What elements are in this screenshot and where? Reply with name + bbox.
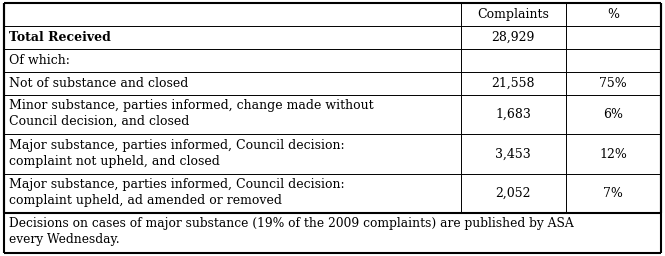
Text: Council decision, and closed: Council decision, and closed [9, 115, 190, 128]
Text: 75%: 75% [599, 77, 627, 90]
Text: Of which:: Of which: [9, 54, 70, 67]
Text: Decisions on cases of major substance (19% of the 2009 complaints) are published: Decisions on cases of major substance (1… [9, 217, 574, 230]
Text: 21,558: 21,558 [491, 77, 535, 90]
Text: Minor substance, parties informed, change made without: Minor substance, parties informed, chang… [9, 99, 374, 112]
Text: Not of substance and closed: Not of substance and closed [9, 77, 188, 90]
Text: 12%: 12% [599, 147, 627, 161]
Text: 3,453: 3,453 [495, 147, 531, 161]
Text: Complaints: Complaints [477, 8, 549, 21]
Text: 1,683: 1,683 [495, 108, 531, 121]
Text: 6%: 6% [603, 108, 623, 121]
Text: every Wednesday.: every Wednesday. [9, 233, 120, 246]
Text: Major substance, parties informed, Council decision:: Major substance, parties informed, Counc… [9, 178, 344, 191]
Text: complaint upheld, ad amended or removed: complaint upheld, ad amended or removed [9, 194, 282, 207]
Text: 28,929: 28,929 [491, 31, 535, 44]
Text: 7%: 7% [603, 187, 623, 200]
Text: Total Received: Total Received [9, 31, 111, 44]
Text: 2,052: 2,052 [495, 187, 531, 200]
Text: Major substance, parties informed, Council decision:: Major substance, parties informed, Counc… [9, 139, 344, 152]
Text: %: % [607, 8, 619, 21]
Text: complaint not upheld, and closed: complaint not upheld, and closed [9, 155, 220, 168]
